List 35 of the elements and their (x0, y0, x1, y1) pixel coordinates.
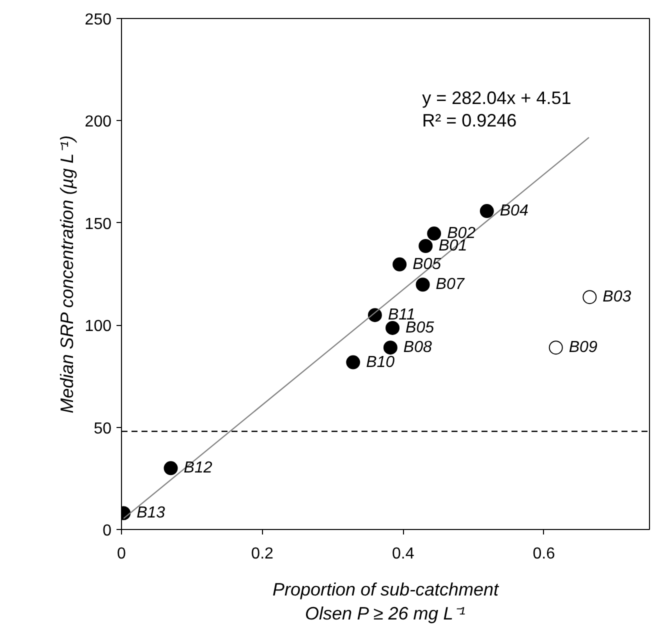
point (416, 278, 430, 292)
annotation: B09 (568, 339, 598, 356)
x-tick-label: 0.6 (532, 546, 556, 562)
y-tick-label: 250 (84, 12, 112, 28)
y-tick-label: 100 (84, 318, 112, 336)
annotation: y = 282.04x + 4.51 (422, 88, 572, 108)
point (427, 226, 442, 241)
point (582, 290, 597, 304)
x-axis-title: Proportion of sub-catchment Olsen P ≥ 26 mg L⁻¹ (272, 580, 500, 624)
annotation: R² = 0.9246 (422, 110, 517, 131)
point (386, 320, 400, 335)
point (548, 340, 563, 355)
y-tick-label: 0 (102, 522, 112, 540)
y-tick-label: 50 (94, 420, 112, 438)
annotation: B04 (500, 202, 528, 220)
annotation: B05 (406, 319, 434, 336)
x-tick-label: 0.2 (251, 546, 274, 562)
x-tick-label: 0.4 (392, 546, 414, 562)
point (346, 355, 360, 370)
annotation: B12 (184, 460, 212, 477)
y-tick-label: 200 (84, 114, 112, 131)
y-tick-label: 150 (84, 216, 112, 233)
point (383, 340, 398, 355)
y-axis-title: Median SRP concentration (µg L⁻¹) (56, 135, 77, 414)
point (164, 461, 178, 476)
annotation: B05 (412, 256, 442, 273)
annotation: B07 (436, 276, 466, 294)
point (480, 204, 494, 218)
x-tick-label: 0 (117, 546, 126, 562)
annotation: B08 (403, 339, 432, 356)
annotation: B03 (602, 288, 632, 306)
point (392, 257, 407, 272)
annotation: B10 (366, 354, 395, 371)
annotation: B13 (136, 504, 166, 522)
point (418, 239, 433, 253)
